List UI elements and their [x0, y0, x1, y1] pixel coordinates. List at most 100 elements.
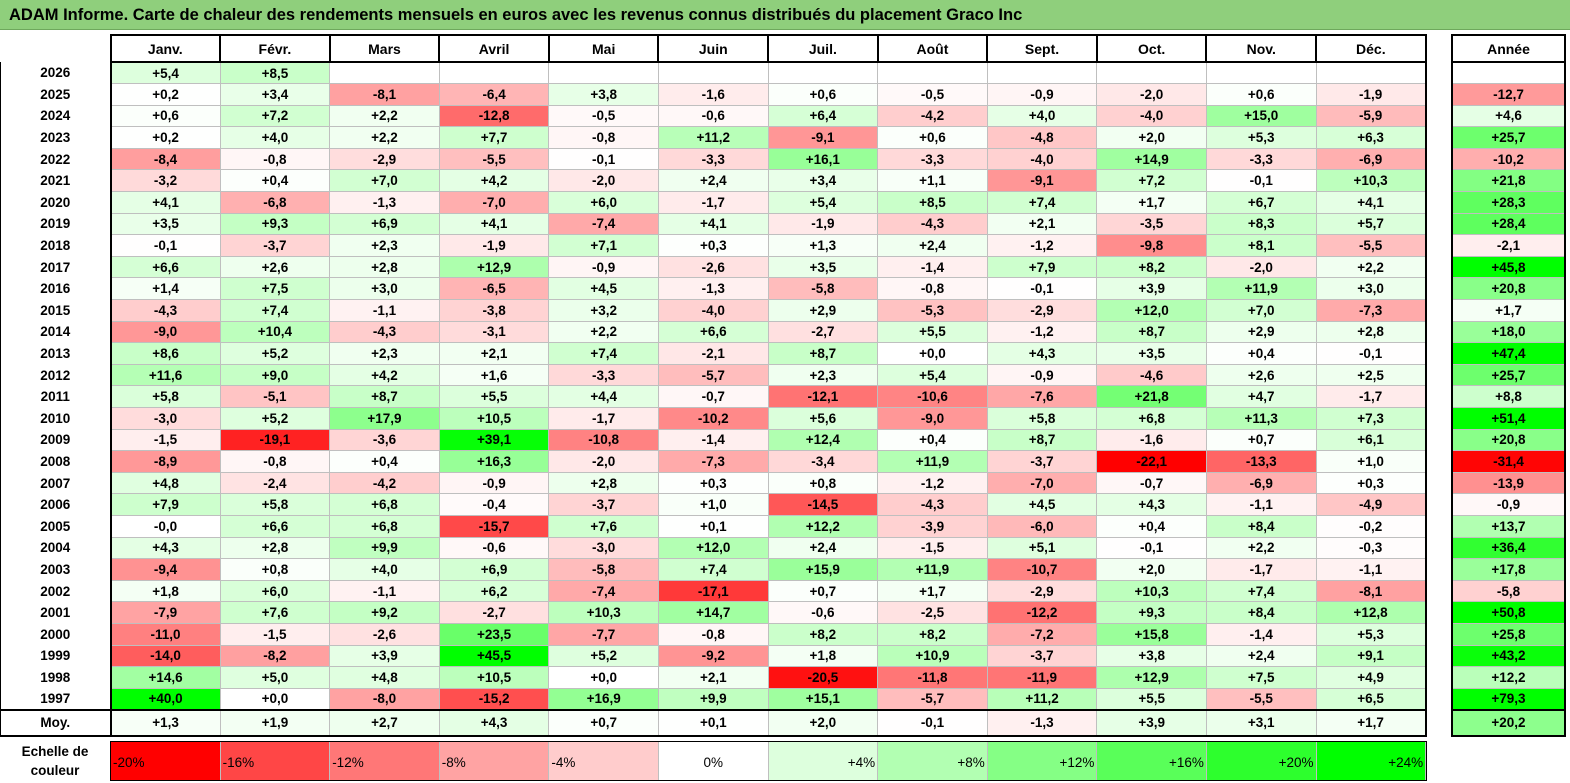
annual-cell: -13,9 [1451, 471, 1566, 495]
heatmap-cell: +7,5 [219, 277, 331, 301]
heatmap-cell: +1,1 [877, 169, 988, 193]
heatmap-cell: +4,0 [986, 104, 1098, 128]
annual-row: +79,3 [1451, 687, 1566, 711]
month-header: Juil. [767, 34, 879, 63]
heatmap-cell: +5,2 [219, 407, 331, 430]
heatmap-cell: -0,6 [438, 536, 550, 560]
heatmap-cell: -0,7 [657, 385, 769, 408]
heatmap-cell: -1,6 [657, 83, 769, 106]
heatmap-cell: -1,7 [548, 407, 659, 430]
heatmap-cell: -11,9 [986, 666, 1098, 689]
heatmap-cell: -5,3 [877, 299, 988, 322]
heatmap-cell [1096, 61, 1207, 85]
heatmap-cell: +8,1 [1205, 234, 1317, 257]
year-row: 2024 +0,6 +7,2 +2,2 -12,8 -0,5 -0,6 +6,4 -4,2 +4,… [0, 104, 1427, 128]
heatmap-cell: +3,4 [219, 83, 331, 106]
heatmap-cell [877, 61, 988, 85]
heatmap-cell: -8,2 [219, 644, 331, 668]
year-row: 2016 +1,4 +7,5 +3,0 -6,5 +4,5 -1,3 -5,8 -0,8 -0,1… [0, 277, 1427, 301]
heatmap-cell: -1,9 [767, 212, 879, 236]
heatmap-cell: -4,3 [877, 212, 988, 236]
heatmap-cell: -1,1 [1205, 493, 1317, 516]
heatmap-cell: +10,3 [548, 601, 659, 624]
heatmap-cell: +5,5 [1096, 687, 1207, 711]
month-header-row: Janv. Févr. Mars Avril Mai Juin Juil. Août Sept.… [0, 34, 1427, 63]
month-header: Déc. [1315, 34, 1427, 63]
heatmap-cell: +3,0 [329, 277, 440, 301]
year-label: 1997 [0, 688, 112, 711]
heatmap-cell: +0,4 [877, 428, 988, 452]
scale-stop: +8% [878, 742, 988, 780]
heatmap-cell: +11,9 [1205, 277, 1317, 301]
heatmap-cell: +4,2 [329, 363, 440, 387]
heatmap-cell: -13,3 [1205, 450, 1317, 473]
heatmap-cell: -4,0 [657, 299, 769, 322]
annual-row: +51,4 [1451, 407, 1566, 430]
heatmap-cell: -0,9 [438, 471, 550, 495]
heatmap-cell: +6,7 [1205, 191, 1317, 214]
heatmap-cell: +2,9 [767, 299, 879, 322]
heatmap-cell: +12,2 [767, 514, 879, 538]
annual-row: -5,8 [1451, 579, 1566, 603]
heatmap-cell: -7,4 [548, 579, 659, 603]
heatmap-cell: -0,1 [1096, 536, 1207, 560]
year-row: 1998 +14,6 +5,0 +4,8 +10,5 +0,0 +2,1 -20,5 -11,8… [0, 666, 1427, 689]
heatmap-cell: +15,8 [1096, 622, 1207, 646]
annual-cell: -0,9 [1451, 493, 1566, 516]
year-row: 2009 -1,5 -19,1 -3,6 +39,1 -10,8 -1,4 +12,4 +0,4… [0, 428, 1427, 452]
heatmap-cell: -6,9 [1205, 471, 1317, 495]
heatmap-cell: +7,4 [657, 558, 769, 581]
year-label: 2013 [0, 342, 112, 365]
heatmap-cell [329, 61, 440, 85]
heatmap-cell: +0,0 [548, 666, 659, 689]
heatmap-cell: +0,2 [110, 126, 221, 149]
heatmap-cell: -3,3 [1205, 147, 1317, 171]
year-label: 2004 [0, 537, 112, 559]
year-label: 2001 [0, 601, 112, 624]
heatmap-cell: -1,6 [1096, 428, 1207, 452]
heatmap-cell: +8,2 [767, 622, 879, 646]
heatmap-cell: -15,7 [438, 514, 550, 538]
heatmap-cell: +7,7 [438, 126, 550, 149]
heatmap-cell: -6,9 [1315, 147, 1427, 171]
heatmap-cell: +5,3 [1315, 622, 1427, 646]
heatmap-cell: +5,2 [548, 644, 659, 668]
heatmap-cell: -2,0 [548, 169, 659, 193]
heatmap-cell: +7,4 [548, 342, 659, 365]
heatmap-cell: -1,5 [877, 536, 988, 560]
heatmap-cell: -3,3 [877, 147, 988, 171]
heatmap-cell: +0,4 [1096, 514, 1207, 538]
annual-cell: -12,7 [1451, 83, 1566, 106]
heatmap-cell: -8,9 [110, 450, 221, 473]
heatmap-cell: +6,8 [329, 514, 440, 538]
heatmap-cell: +6,9 [329, 212, 440, 236]
annual-cell: +50,8 [1451, 601, 1566, 624]
month-header: Oct. [1095, 34, 1208, 63]
heatmap-cell: -2,1 [657, 342, 769, 365]
annual-cell: -31,4 [1451, 450, 1566, 473]
year-label: 2025 [0, 83, 112, 106]
heatmap-cell: -2,0 [548, 450, 659, 473]
heatmap-cell [986, 61, 1098, 85]
heatmap-cell: +6,2 [438, 579, 550, 603]
heatmap-cell: -0,3 [1315, 536, 1427, 560]
year-label: 2009 [0, 429, 112, 451]
heatmap-cell: +5,8 [110, 385, 221, 408]
year-label: 2008 [0, 450, 112, 473]
year-label: 2026 [0, 62, 112, 84]
heatmap-cell: -2,6 [657, 255, 769, 279]
heatmap-cell: +16,9 [548, 687, 659, 711]
year-row: 2008 -8,9 -0,8 +0,4 +16,3 -2,0 -7,3 -3,4 +11,9 -3… [0, 450, 1427, 473]
annual-cell: -10,2 [1451, 147, 1566, 171]
annual-row: +43,2 [1451, 644, 1566, 668]
heatmap-cell: -1,3 [657, 277, 769, 301]
heatmap-cell: -2,5 [877, 601, 988, 624]
heatmap-cell: +6,0 [219, 579, 331, 603]
heatmap-cell: +0,4 [219, 169, 331, 193]
annual-row: +36,4 [1451, 536, 1566, 560]
heatmap-cell: -1,5 [110, 428, 221, 452]
annual-cell: +43,2 [1451, 644, 1566, 668]
heatmap-cell: +0,3 [1315, 471, 1427, 495]
heatmap-cell: +9,0 [219, 363, 331, 387]
heatmap-cell: +11,2 [657, 126, 769, 149]
